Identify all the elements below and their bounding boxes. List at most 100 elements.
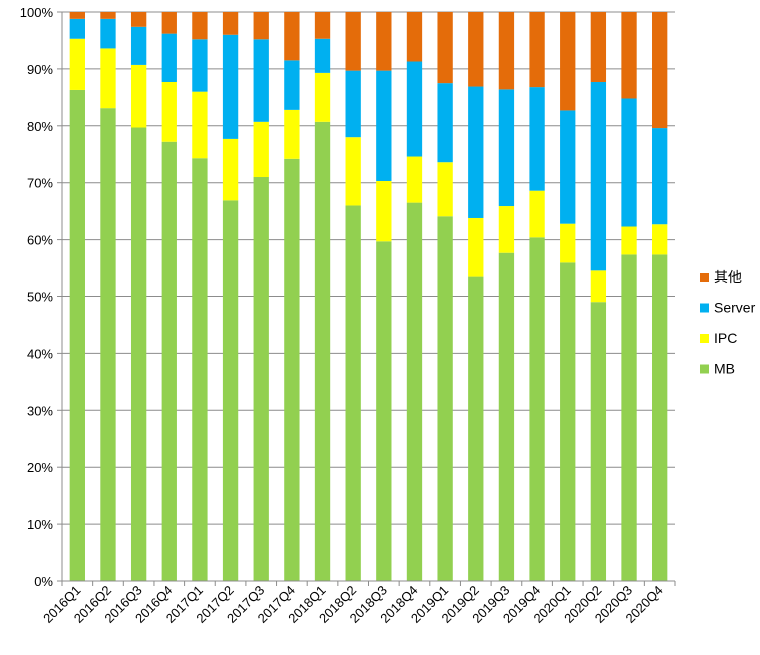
bar-segment-ipc: [161, 81, 177, 142]
bar-segment-ipc: [376, 180, 392, 242]
bars: [69, 12, 668, 582]
bar-segment-其他: [406, 12, 423, 62]
bar-segment-其他: [437, 12, 453, 84]
bar-stack-2019q1: [437, 12, 453, 581]
bar-stack-2016q2: [100, 12, 116, 581]
bar-stack-2016q4: [161, 12, 177, 581]
bar-segment-ipc: [222, 138, 239, 201]
bar-segment-其他: [161, 12, 177, 34]
y-tick-label: 20%: [27, 460, 53, 475]
bar-segment-server: [222, 34, 239, 139]
bar-segment-ipc: [100, 48, 116, 109]
bar-segment-mb: [100, 108, 116, 581]
x-axis-tick-labels: 2016Q12016Q22016Q32016Q42017Q12017Q22017…: [40, 583, 666, 626]
bar-segment-其他: [376, 12, 392, 71]
legend-swatch: [700, 334, 709, 343]
y-tick-label: 50%: [27, 290, 53, 305]
bar-segment-其他: [130, 12, 147, 27]
bar-segment-ipc: [529, 190, 545, 238]
bar-segment-mb: [498, 252, 515, 581]
bar-segment-server: [529, 87, 545, 191]
bar-segment-ipc: [253, 121, 269, 178]
bar-segment-server: [621, 98, 637, 227]
bar-segment-其他: [498, 12, 515, 90]
y-tick-label: 40%: [27, 346, 53, 361]
bar-segment-server: [345, 70, 361, 138]
bar-segment-其他: [222, 12, 239, 35]
legend-swatch: [700, 303, 709, 313]
bar-segment-其他: [621, 12, 637, 99]
legend-label: MB: [714, 361, 735, 377]
bar-segment-mb: [468, 276, 484, 581]
y-tick-label: 80%: [27, 119, 53, 134]
legend: 其他 Server IPC MB: [700, 269, 756, 377]
legend-label: 其他: [714, 269, 742, 285]
bar-segment-ipc: [69, 38, 85, 90]
bar-segment-mb: [314, 121, 331, 581]
bar-stack-2019q2: [468, 12, 484, 581]
bar-segment-其他: [253, 12, 269, 40]
bar-stack-2020q1: [560, 12, 576, 581]
bar-stack-2016q3: [130, 12, 147, 582]
bar-segment-server: [590, 81, 607, 271]
bar-segment-mb: [130, 127, 147, 582]
legend-item-其他: 其他: [700, 269, 742, 285]
bar-segment-ipc: [590, 270, 607, 303]
bar-segment-其他: [314, 12, 331, 39]
bar-segment-ipc: [406, 156, 423, 203]
bar-stack-2018q3: [376, 12, 392, 581]
bar-segment-server: [560, 110, 576, 224]
bar-segment-ipc: [621, 226, 637, 255]
bar-segment-ipc: [345, 137, 361, 206]
bar-segment-ipc: [498, 206, 515, 253]
bar-segment-mb: [437, 216, 453, 581]
bar-segment-server: [652, 128, 668, 225]
bar-segment-mb: [284, 158, 300, 581]
bar-segment-其他: [560, 12, 576, 111]
bar-segment-其他: [345, 12, 361, 71]
bar-segment-ipc: [130, 64, 147, 128]
bar-stack-2020q3: [621, 12, 637, 582]
bar-segment-server: [468, 86, 484, 218]
legend-label: IPC: [714, 330, 737, 346]
bar-segment-mb: [192, 158, 208, 581]
bar-stack-2019q4: [529, 12, 545, 581]
bar-segment-其他: [590, 12, 607, 82]
bar-segment-其他: [192, 12, 208, 40]
bar-segment-mb: [529, 237, 545, 581]
bar-stack-2020q4: [652, 12, 668, 582]
legend-item-mb: MB: [700, 361, 735, 377]
bar-stack-2017q4: [284, 12, 300, 581]
bar-segment-server: [130, 26, 147, 65]
bar-segment-mb: [161, 141, 177, 581]
y-tick-label: 70%: [27, 176, 53, 191]
legend-item-ipc: IPC: [700, 330, 737, 346]
bar-segment-其他: [652, 12, 668, 129]
gridlines: [62, 11, 675, 525]
y-tick-label: 10%: [27, 517, 53, 532]
y-tick-label: 100%: [20, 5, 54, 20]
y-axis-tick-labels: 0% 10% 20% 30% 40% 50% 60% 70% 80% 90% 100%: [20, 5, 62, 589]
bar-segment-ipc: [192, 91, 208, 159]
legend-label: Server: [714, 300, 756, 316]
bar-segment-mb: [406, 202, 423, 582]
y-tick-label: 0%: [34, 574, 53, 589]
bar-segment-mb: [621, 254, 637, 582]
bar-stack-2017q2: [222, 12, 239, 582]
bar-segment-server: [406, 61, 423, 157]
bar-segment-server: [69, 18, 85, 39]
axes: [61, 12, 676, 586]
bar-stack-2018q1: [314, 12, 331, 581]
bar-segment-ipc: [314, 72, 331, 122]
bar-segment-mb: [345, 205, 361, 581]
bar-segment-server: [284, 60, 300, 110]
bar-segment-ipc: [652, 224, 668, 255]
bar-segment-mb: [590, 302, 607, 581]
bar-segment-其他: [468, 12, 484, 87]
bar-segment-server: [161, 33, 177, 82]
legend-swatch: [700, 364, 709, 374]
bar-segment-mb: [652, 254, 668, 582]
bar-segment-mb: [222, 200, 239, 582]
bar-stack-2018q4: [406, 12, 423, 582]
